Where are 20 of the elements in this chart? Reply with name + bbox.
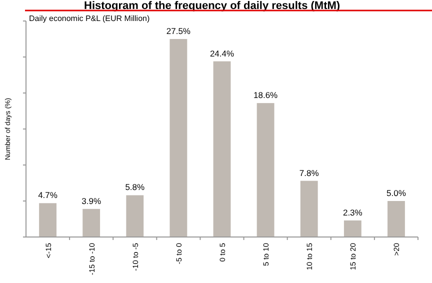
bar: [126, 195, 144, 237]
bar: [39, 203, 56, 237]
bar: [82, 208, 100, 237]
bar: [170, 39, 188, 237]
bar: [213, 61, 231, 237]
data-label: 2.3%: [342, 207, 363, 218]
data-label: 4.7%: [38, 190, 58, 200]
data-label: 7.8%: [299, 168, 320, 178]
data-label: 5.0%: [386, 188, 406, 198]
chart-title: Histogram of the frequency of daily results (MtM): [84, 0, 340, 12]
bar: [388, 201, 405, 237]
chart-subtitle: Daily economic P&L (EUR Million): [29, 14, 150, 23]
data-label: 24.4%: [210, 48, 234, 58]
data-label: 18.6%: [254, 90, 278, 100]
data-label: 27.5%: [166, 26, 191, 36]
bar: [300, 180, 318, 237]
bar: [256, 103, 274, 237]
bar: [344, 220, 362, 237]
data-label: 3.9%: [82, 196, 102, 206]
data-label: 5.8%: [125, 182, 146, 192]
